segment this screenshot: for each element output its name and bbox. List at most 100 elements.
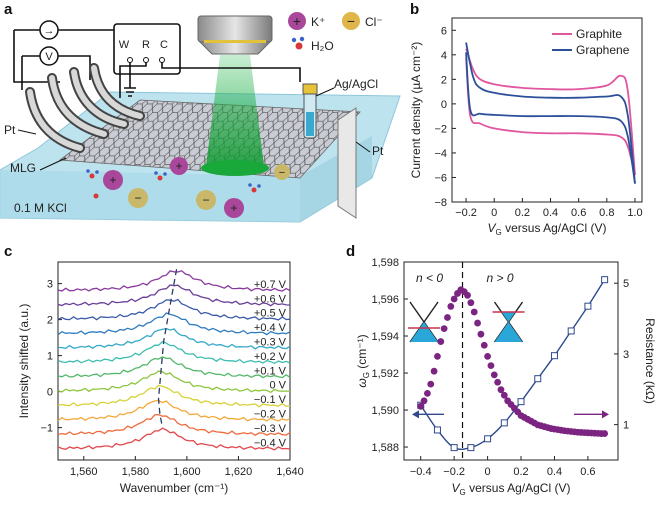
k-ion-label: K⁺ — [311, 15, 325, 29]
frequency-point — [427, 380, 435, 388]
frequency-point — [470, 308, 478, 316]
resistance-point — [433, 426, 441, 434]
panel-b: b −0.2 0 0.2 0.4 0.6 0.8 1.0 −8 −6 −4 −2 0 2 4 6 VG ver… — [409, 1, 643, 237]
frequency-point — [417, 402, 425, 410]
svg-text:−: − — [279, 167, 285, 179]
panel-d-label: d — [346, 243, 355, 260]
resistance-point — [500, 419, 508, 427]
y-right-tick-label: 3 — [623, 349, 629, 361]
frequency-point — [430, 367, 438, 375]
resistance-point — [450, 444, 458, 452]
y-left-tick-label: 1,594 — [371, 331, 399, 343]
x-tick-label: 1,600 — [173, 466, 201, 478]
y-axis-label: Current density (µA cm⁻²) — [409, 42, 423, 179]
x-tick-label: 0.2 — [513, 466, 528, 478]
cone-fill-lower — [410, 322, 438, 342]
frequency-point — [444, 314, 451, 321]
svg-text:+: + — [293, 13, 301, 29]
left-axis-arrowhead — [412, 410, 419, 419]
y-left-tick-label: 1,588 — [371, 442, 399, 454]
cv-curve-graphite-upper — [465, 48, 636, 176]
spectrum-label-0: +0.7 V — [254, 279, 287, 291]
y-left-tick-label: 1,596 — [371, 294, 399, 306]
frequency-point — [484, 352, 491, 360]
spectrum-label-7: 0 V — [269, 380, 286, 392]
y-tick-label: 3 — [47, 279, 53, 291]
ammeter-icon — [39, 20, 59, 40]
legend-label-graphene: Graphene — [576, 43, 630, 57]
spectrum-label-10: −0.3 V — [254, 423, 287, 435]
dirac-cone-right-icon — [492, 301, 525, 343]
spectrum-4 — [57, 327, 291, 350]
voltmeter-symbol: V — [45, 51, 53, 63]
frequency-point — [420, 397, 428, 405]
mlg-label: MLG — [10, 161, 36, 175]
svg-text:−: − — [134, 191, 141, 205]
frequency-point — [434, 352, 441, 360]
frequency-point — [467, 299, 475, 307]
spectrum-label-2: +0.5 V — [254, 308, 287, 320]
frequency-point — [477, 330, 485, 338]
reference-electrode — [302, 83, 318, 139]
ammeter-symbol: → — [44, 25, 55, 37]
spectrum-10 — [57, 413, 291, 436]
y-right-tick-label: 1 — [623, 420, 629, 432]
y-tick-label: −6 — [434, 172, 447, 184]
frequency-point — [464, 291, 471, 299]
spectrum-6 — [57, 356, 291, 379]
spectrum-7 — [57, 370, 291, 394]
spectrum-label-4: +0.3 V — [254, 337, 287, 349]
spectrum-5 — [57, 340, 291, 365]
spectrum-1 — [57, 284, 291, 307]
svg-text:+: + — [230, 201, 237, 215]
cv-curve-graphite-lower — [465, 57, 636, 176]
resistance-point — [584, 302, 592, 310]
spectrum-label-6: +0.1 V — [254, 365, 287, 377]
spectrum-label-8: −0.1 V — [254, 394, 287, 406]
panel-c-label: c — [4, 243, 12, 260]
x-tick-label: 0.4 — [543, 207, 558, 219]
svg-text:+: + — [175, 159, 182, 173]
x-tick-label: 1,640 — [276, 466, 304, 478]
y-tick-label: 0 — [441, 99, 447, 111]
spectrum-label-11: −0.4 V — [254, 437, 287, 449]
x-tick-label: 1,620 — [225, 466, 253, 478]
x-tick-label: 0.8 — [599, 207, 614, 219]
frequency-point — [424, 389, 431, 397]
panel-d: d −0.4 −0.2 0 0.2 0.4 0.6 1,588 1,590 1,592 1,594… — [346, 243, 657, 497]
x-tick-label: −0.2 — [455, 207, 477, 219]
panel-a-label: a — [4, 1, 13, 18]
y-left-tick-label: 1,598 — [371, 257, 399, 269]
legend-label-graphite: Graphite — [576, 27, 622, 41]
spectrum-3 — [57, 312, 291, 336]
terminal-c: C — [160, 39, 168, 51]
svg-text:+: + — [109, 173, 116, 187]
y-left-tick-label: 1,590 — [371, 405, 399, 417]
pt-right-label: Pt — [372, 144, 384, 158]
spectrum-11 — [57, 427, 291, 451]
y-tick-label: −1 — [40, 423, 53, 435]
dirac-cone-left-icon — [408, 301, 440, 343]
resistance-point — [601, 276, 609, 284]
terminal-w: W — [119, 39, 130, 51]
frequency-point — [500, 391, 508, 399]
x-tick-label: 0.2 — [515, 207, 530, 219]
y-tick-label: 6 — [441, 25, 447, 37]
cone-fill-lower — [494, 322, 523, 342]
water-label: H₂O — [311, 39, 334, 53]
spectrum-0 — [57, 270, 291, 292]
y-tick-label: 1 — [47, 351, 53, 363]
right-axis-arrowhead — [602, 410, 609, 419]
svg-text:−: − — [202, 193, 209, 207]
frequency-point — [450, 295, 458, 303]
cv-curve-graphene-upper — [465, 42, 636, 184]
x-tick-label: 1,560 — [70, 466, 98, 478]
spectrum-2 — [57, 298, 291, 321]
y-left-axis-label: ωG (cm⁻¹) — [355, 334, 371, 387]
frequency-point — [437, 338, 445, 345]
x-tick-label: 0 — [485, 466, 491, 478]
peak-trend-line — [157, 269, 178, 428]
spectrum-label-9: −0.2 V — [254, 409, 287, 421]
resistance-point — [484, 435, 492, 443]
